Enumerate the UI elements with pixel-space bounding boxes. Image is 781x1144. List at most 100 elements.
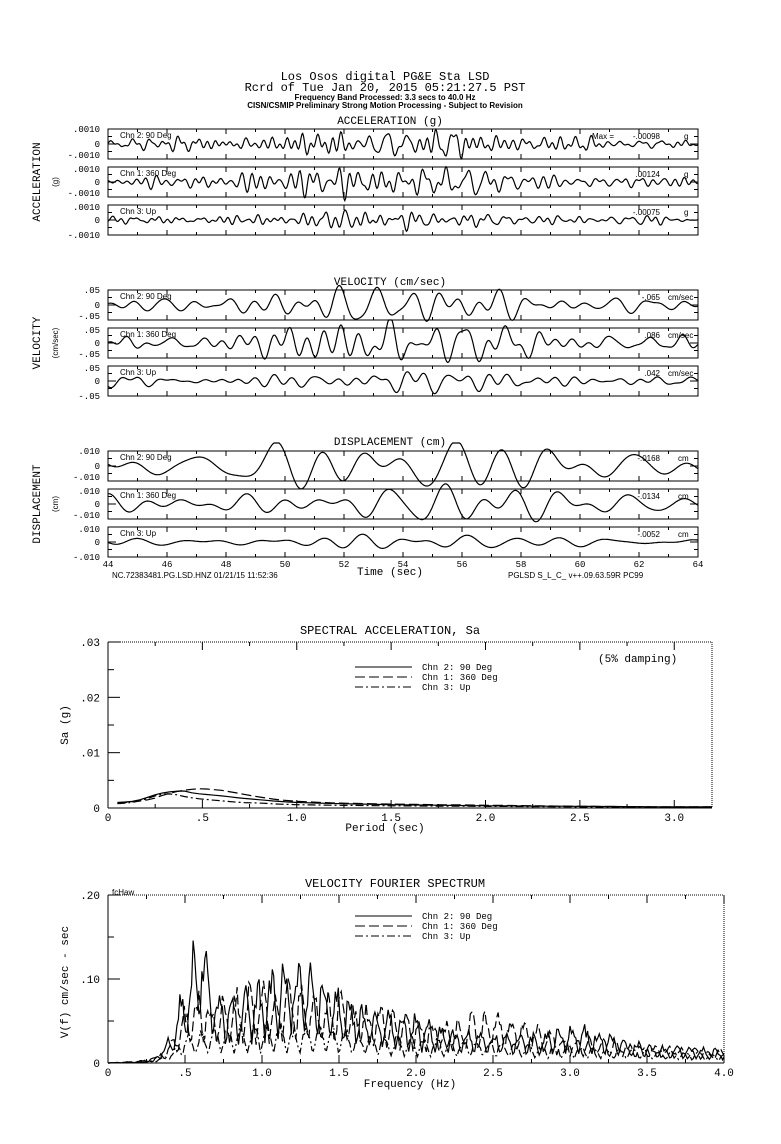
accel-trace-1 bbox=[107, 165, 698, 203]
accel-channel-label: Chn 2: 90 Deg bbox=[120, 131, 172, 140]
fourier-legend-label: Chn 1: 360 Deg bbox=[422, 922, 498, 932]
sa-ytick-label: .02 bbox=[80, 693, 100, 705]
time-xtick-label: 54 bbox=[398, 560, 409, 570]
displacement-max-value: -.0134 bbox=[637, 492, 660, 501]
accel-ytick-label: 0 bbox=[95, 216, 100, 226]
velocity-max-value: .042 bbox=[644, 369, 660, 378]
velocity-unit-label: cm/sec bbox=[668, 369, 693, 378]
sa-legend-label: Chn 2: 90 Deg bbox=[422, 663, 492, 673]
accel-ytick-label: .0010 bbox=[73, 165, 100, 175]
sa-xlabel: Period (sec) bbox=[345, 823, 424, 835]
fourier-xtick-label: 3.0 bbox=[560, 1068, 580, 1080]
header-frequency-band: Frequency Band Processed: 3.3 secs to 40… bbox=[295, 93, 476, 102]
velocity-ytick-label: .05 bbox=[84, 326, 100, 336]
fourier-frame bbox=[107, 894, 725, 1064]
fourier-xtick-label: 0 bbox=[105, 1068, 112, 1080]
accel-max-value: -.00075 bbox=[633, 208, 661, 217]
accel-yunit: (g) bbox=[51, 177, 60, 187]
accel-ytick-label: .0010 bbox=[73, 203, 100, 213]
time-xtick-label: 64 bbox=[693, 560, 704, 570]
sa-xtick-label: 1.5 bbox=[381, 813, 401, 825]
displacement-ytick-label: -.010 bbox=[73, 553, 100, 563]
velocity-unit-label: cm/sec bbox=[668, 293, 693, 302]
displacement-ytick-label: -.010 bbox=[73, 511, 100, 521]
time-xtick-label: 52 bbox=[339, 560, 350, 570]
time-xtick-label: 58 bbox=[516, 560, 527, 570]
velocity-trace-0 bbox=[107, 284, 699, 322]
sa-series-1 bbox=[117, 788, 712, 808]
displacement-channel-label: Chn 1: 360 Deg bbox=[120, 491, 176, 500]
accel-ytick-label: 0 bbox=[95, 178, 100, 188]
fourier-ytick-label: .20 bbox=[80, 891, 100, 903]
fourier-xtick-label: 1.0 bbox=[252, 1068, 272, 1080]
header-disclaimer: CISN/CSMIP Preliminary Strong Motion Pro… bbox=[247, 101, 523, 110]
time-xtick-label: 60 bbox=[575, 560, 586, 570]
footer-record-id: NC.72383481.PG.LSD.HNZ 01/21/15 11:52:36 bbox=[112, 571, 278, 580]
accel-ytick-label: -.0010 bbox=[68, 231, 100, 241]
velocity-ytick-label: 0 bbox=[95, 339, 100, 349]
fourier-ytick-label: 0 bbox=[93, 1059, 100, 1071]
displacement-ytick-label: .010 bbox=[78, 525, 100, 535]
sa-xtick-label: 3.0 bbox=[664, 813, 684, 825]
fourier-title: VELOCITY FOURIER SPECTRUM bbox=[305, 877, 485, 891]
accel-trace-0 bbox=[107, 128, 699, 161]
displacement-unit-label: cm bbox=[678, 492, 689, 501]
fourier-corner-label: fcHaw bbox=[112, 888, 134, 897]
sa-ytick-label: .01 bbox=[80, 749, 100, 761]
fourier-xtick-label: 3.5 bbox=[637, 1068, 657, 1080]
fourier-ylabel: V(f) cm/sec - sec bbox=[60, 926, 72, 1038]
displacement-channel-label: Chn 2: 90 Deg bbox=[120, 453, 172, 462]
accel-title: ACCELERATION (g) bbox=[337, 116, 443, 128]
fourier-xtick-label: 2.5 bbox=[483, 1068, 503, 1080]
displacement-trace-1 bbox=[108, 483, 699, 523]
displacement-title: DISPLACEMENT (cm) bbox=[334, 437, 446, 449]
velocity-max-value: -.065 bbox=[642, 293, 661, 302]
velocity-channel-label: Chn 2: 90 Deg bbox=[120, 292, 172, 301]
accel-ytick-label: 0 bbox=[95, 140, 100, 150]
time-xtick-label: 44 bbox=[103, 560, 114, 570]
displacement-trace-0 bbox=[107, 442, 699, 490]
accel-channel-label: Chn 3: Up bbox=[120, 207, 157, 216]
accel-ytick-label: -.0010 bbox=[68, 189, 100, 199]
displacement-ytick-label: 0 bbox=[95, 538, 100, 548]
fourier-xtick-label: 2.0 bbox=[406, 1068, 426, 1080]
displacement-ytick-label: 0 bbox=[95, 500, 100, 510]
velocity-yunit: (cm/sec) bbox=[51, 327, 60, 358]
accel-ylabel: ACCELERATION bbox=[32, 142, 44, 221]
time-xtick-label: 46 bbox=[162, 560, 173, 570]
accel-max-label: Max = bbox=[592, 132, 614, 141]
displacement-ytick-label: -.010 bbox=[73, 473, 100, 483]
sa-ytick-label: 0 bbox=[93, 804, 100, 816]
accel-trace-2 bbox=[107, 209, 699, 233]
footer-processing-id: PGLSD S_L_C_ v++.09.63.59R PC99 bbox=[508, 571, 644, 580]
sa-damping-note: (5% damping) bbox=[598, 654, 677, 666]
sa-legend-label: Chn 3: Up bbox=[422, 683, 471, 693]
sa-title: SPECTRAL ACCELERATION, Sa bbox=[300, 624, 480, 638]
fourier-legend-label: Chn 2: 90 Deg bbox=[422, 912, 492, 922]
fourier-legend-label: Chn 3: Up bbox=[422, 932, 471, 942]
displacement-yunit: (cm) bbox=[51, 496, 60, 512]
fourier-ytick-label: .10 bbox=[80, 975, 100, 987]
time-xtick-label: 62 bbox=[634, 560, 645, 570]
header-station: Los Osos digital PG&E Sta LSD bbox=[281, 70, 490, 84]
fourier-series-1 bbox=[107, 977, 725, 1064]
time-xtick-label: 56 bbox=[457, 560, 468, 570]
header-record: Rcrd of Tue Jan 20, 2015 05:21:27.5 PST bbox=[245, 81, 526, 95]
accel-unit-label: g bbox=[684, 132, 688, 141]
accel-ytick-label: .0010 bbox=[73, 125, 100, 135]
accel-max-value: .00124 bbox=[636, 170, 661, 179]
time-xtick-label: 48 bbox=[221, 560, 232, 570]
velocity-ytick-label: -.05 bbox=[78, 350, 100, 360]
displacement-channel-label: Chn 3: Up bbox=[120, 529, 157, 538]
sa-series-2 bbox=[117, 793, 712, 808]
velocity-max-value: .086 bbox=[644, 331, 660, 340]
displacement-unit-label: cm bbox=[678, 454, 689, 463]
sa-legend-label: Chn 1: 360 Deg bbox=[422, 673, 498, 683]
displacement-ytick-label: .010 bbox=[78, 447, 100, 457]
sa-xtick-label: 0 bbox=[105, 813, 112, 825]
time-axis-label: Time (sec) bbox=[357, 567, 423, 579]
fourier-series-0 bbox=[108, 940, 725, 1064]
velocity-title: VELOCITY (cm/sec) bbox=[334, 277, 446, 289]
accel-max-value: -.00098 bbox=[633, 132, 661, 141]
